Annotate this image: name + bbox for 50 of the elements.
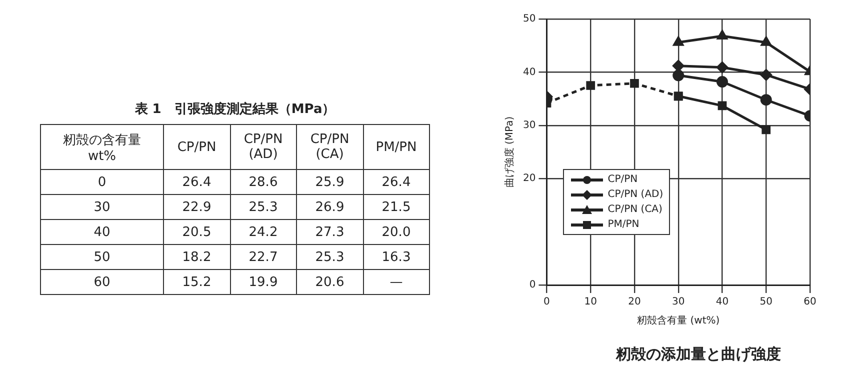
text: 20.6 bbox=[315, 274, 344, 290]
text: 20.5 bbox=[182, 224, 212, 240]
text: 25.9 bbox=[315, 174, 344, 190]
category-label: 30 bbox=[94, 200, 110, 214]
text: 16.3 bbox=[382, 250, 411, 264]
category-label: 50 bbox=[94, 250, 110, 264]
legend-label: CP/PN (CA) bbox=[608, 204, 662, 215]
category-label: CP/PN bbox=[164, 124, 230, 170]
x-tick-label: 40 bbox=[716, 296, 729, 308]
legend-label: CP/PN bbox=[608, 174, 638, 185]
category-label: PM/PN bbox=[363, 124, 430, 170]
x-tick-label: 50 bbox=[760, 296, 772, 308]
y-tick-label: 30 bbox=[522, 120, 536, 131]
legend-label: PM/PN bbox=[608, 219, 640, 230]
y-tick-label: 20 bbox=[522, 173, 536, 184]
x-tick-label: 0 bbox=[544, 296, 550, 308]
category-label: 40 bbox=[94, 224, 110, 240]
y-axis-title: 曲げ強度 (MPa) bbox=[504, 116, 516, 188]
category-label: 60 bbox=[94, 274, 110, 290]
text: 24.2 bbox=[248, 224, 278, 240]
x-tick-label: 10 bbox=[584, 296, 597, 308]
category-label: 0 bbox=[98, 174, 106, 190]
text: 表 1 引張強度測定結果（MPa） bbox=[134, 100, 336, 118]
text: — bbox=[390, 274, 403, 290]
text: 籾殻の含有量 wt% bbox=[40, 124, 164, 170]
x-tick-label: 30 bbox=[672, 296, 685, 308]
text: 20.0 bbox=[382, 224, 411, 240]
x-tick-label: 20 bbox=[628, 296, 641, 308]
text: 26.9 bbox=[315, 200, 344, 214]
text: 22.7 bbox=[248, 250, 278, 264]
text: 25.3 bbox=[248, 200, 278, 214]
text: 28.6 bbox=[248, 174, 278, 190]
text: 26.4 bbox=[382, 174, 411, 190]
text: 27.3 bbox=[315, 224, 344, 240]
text: 籾殻の添加量と曲げ強度 bbox=[614, 345, 781, 363]
legend-label: CP/PN (AD) bbox=[608, 189, 664, 200]
text: 22.9 bbox=[182, 200, 212, 214]
y-tick-label: 50 bbox=[522, 14, 536, 25]
y-tick-label: 40 bbox=[522, 66, 536, 78]
x-tick-label: 60 bbox=[804, 296, 816, 308]
text: 15.2 bbox=[182, 274, 212, 290]
text: 19.9 bbox=[248, 274, 278, 290]
text: 26.4 bbox=[182, 174, 212, 190]
text: 25.3 bbox=[315, 250, 344, 264]
text: 21.5 bbox=[382, 200, 411, 214]
y-tick-label: 0 bbox=[529, 280, 536, 291]
x-axis-title: 籾殻含有量 (wt%) bbox=[637, 314, 720, 327]
category-label: CP/PN (AD) bbox=[230, 124, 296, 170]
text: 18.2 bbox=[182, 250, 212, 264]
category-label: CP/PN (CA) bbox=[296, 124, 363, 170]
